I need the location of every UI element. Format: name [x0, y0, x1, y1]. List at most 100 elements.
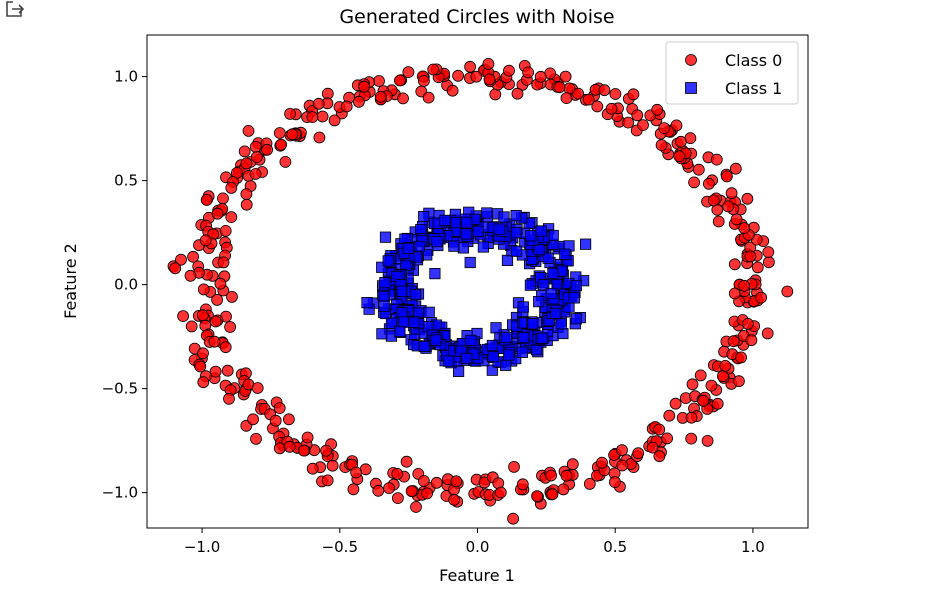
- class-0-point: [306, 462, 319, 475]
- class-1-point: [503, 349, 515, 361]
- class-0-point: [185, 320, 198, 333]
- class-0-point: [730, 213, 743, 226]
- class-0-point: [250, 151, 263, 164]
- class-0-point: [214, 277, 227, 290]
- class-0-point: [247, 413, 260, 426]
- class-0-point: [655, 139, 668, 152]
- class-0-point: [582, 93, 595, 106]
- class-0-point: [470, 70, 483, 83]
- export-output-icon[interactable]: [4, 0, 26, 18]
- class-1-point: [439, 214, 451, 226]
- class-0-point: [405, 485, 418, 498]
- class-1-point: [413, 240, 425, 253]
- class-0-point: [417, 75, 430, 87]
- class-1-point: [472, 225, 484, 237]
- class-0-point: [221, 364, 234, 377]
- class-1-point: [418, 340, 430, 353]
- class-0-point: [211, 207, 224, 220]
- class-0-point: [697, 394, 710, 407]
- legend-label-class-0: Class 0: [725, 51, 782, 70]
- class-0-point: [566, 458, 579, 471]
- y-tick-label: 0.0: [114, 276, 138, 294]
- class-0-point: [177, 310, 190, 323]
- class-0-point: [261, 143, 274, 156]
- class-0-point: [402, 66, 415, 78]
- class-0-point: [269, 414, 282, 427]
- class-0-point: [559, 70, 572, 83]
- class-0-point: [605, 102, 618, 115]
- class-1-point: [527, 318, 539, 330]
- class-0-point: [738, 279, 750, 292]
- class-1-point: [500, 331, 513, 344]
- class-0-point: [273, 442, 286, 455]
- x-tick-label: 0.0: [466, 538, 490, 556]
- class-0-point: [169, 262, 182, 275]
- class-0-point: [744, 250, 757, 263]
- class-0-point: [701, 434, 714, 447]
- class-0-point: [448, 493, 461, 506]
- class-0-point: [616, 444, 628, 457]
- class-0-point: [430, 476, 443, 489]
- class-1-point: [580, 238, 592, 250]
- class-0-point: [251, 382, 264, 394]
- class-1-point: [376, 328, 388, 340]
- class-0-point: [583, 477, 596, 490]
- class-0-point: [728, 258, 741, 271]
- class-0-point: [374, 90, 387, 103]
- class-0-point: [727, 335, 740, 348]
- class-0-point: [508, 460, 520, 473]
- class-0-point: [242, 124, 255, 137]
- class-0-point: [350, 466, 363, 479]
- class-0-point: [761, 327, 774, 340]
- legend-marker-class-1: [685, 82, 697, 94]
- class-0-point: [187, 250, 200, 263]
- class-0-point: [632, 447, 645, 460]
- class-0-point: [226, 290, 238, 303]
- class-1-point: [410, 288, 422, 301]
- class-0-point: [694, 369, 707, 382]
- class-0-point: [273, 402, 286, 415]
- class-0-point: [326, 459, 339, 472]
- class-0-point: [658, 122, 671, 135]
- plot-frame: [146, 34, 809, 529]
- class-1-point: [525, 230, 537, 242]
- class-1-point: [455, 345, 467, 357]
- class-1-point: [486, 339, 499, 352]
- class-0-point: [711, 397, 724, 410]
- class-0-point: [422, 91, 435, 104]
- class-1-point: [555, 318, 567, 330]
- class-0-point: [531, 490, 543, 503]
- class-0-point: [283, 440, 296, 453]
- class-1-point: [542, 252, 554, 264]
- class-0-point: [609, 476, 621, 489]
- class-0-point: [688, 176, 700, 189]
- y-axis: −1.0 −0.5 0.0 0.5 1.0: [102, 68, 147, 502]
- class-0-point: [729, 162, 742, 175]
- legend-label-class-1: Class 1: [725, 79, 782, 98]
- class-0-point: [372, 484, 385, 497]
- class-0-point: [653, 423, 666, 436]
- class-0-point: [358, 80, 371, 93]
- x-tick-label: −1.0: [184, 538, 220, 556]
- class-1-point: [477, 241, 490, 253]
- class-0-point: [240, 198, 253, 211]
- class-0-point: [421, 487, 434, 500]
- class-0-point: [735, 351, 747, 364]
- class-0-point: [516, 478, 529, 491]
- class-1-point: [394, 325, 406, 338]
- class-0-point: [763, 256, 775, 269]
- class-0-point: [596, 456, 608, 469]
- class-0-point: [733, 375, 745, 388]
- class-0-point: [225, 211, 238, 224]
- class-1-point: [379, 276, 391, 289]
- class-1-point: [442, 355, 455, 367]
- class-0-point: [560, 469, 573, 482]
- class-0-point: [728, 287, 741, 300]
- class-1-point: [395, 307, 408, 319]
- class-0-point: [522, 66, 534, 79]
- class-1-point: [400, 259, 412, 271]
- x-axis-label: Feature 1: [439, 566, 515, 585]
- class-0-point: [722, 200, 735, 213]
- class-1-point: [418, 210, 430, 223]
- chart-title: Generated Circles with Noise: [339, 6, 614, 28]
